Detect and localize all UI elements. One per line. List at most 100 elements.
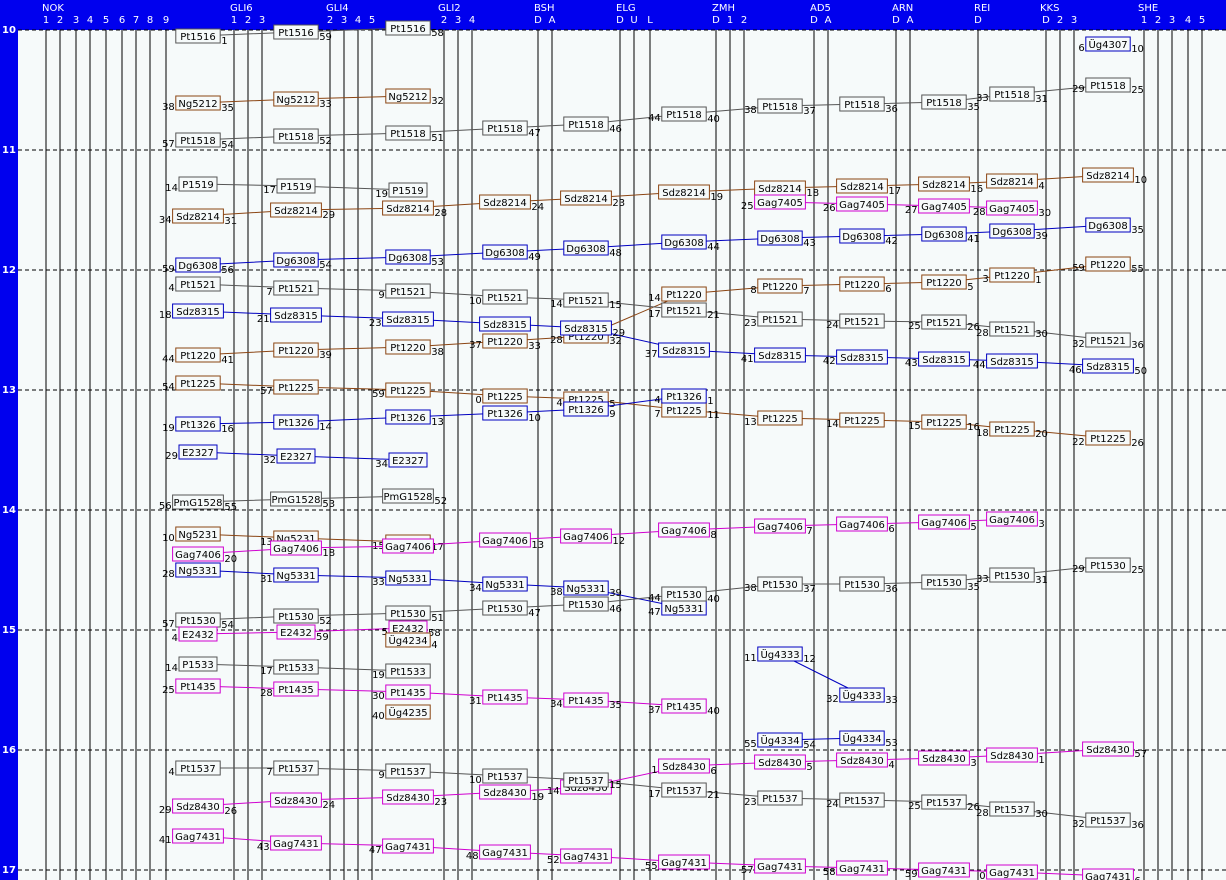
- train-box: [175, 416, 221, 432]
- minute-in: 24: [826, 320, 839, 331]
- track-label: A: [825, 15, 832, 26]
- minute-out: 42: [885, 236, 898, 247]
- train-label: Gag7431: [482, 848, 528, 859]
- train-label: Pt1435: [390, 688, 425, 699]
- minute-out: 21: [707, 790, 720, 801]
- minute-in: 4: [168, 283, 174, 294]
- train-box: [839, 576, 885, 592]
- minute-in: 37: [469, 340, 482, 351]
- train-label: Ng5231: [178, 530, 217, 541]
- train-box: [482, 120, 528, 136]
- train-label: Pt1537: [844, 796, 879, 807]
- train-label: Ng5212: [388, 92, 427, 103]
- minute-out: 59: [319, 32, 332, 43]
- station-name: GLI6: [230, 3, 253, 14]
- track-label: 2: [57, 15, 63, 26]
- train-label: Üg4334: [760, 734, 799, 747]
- train-label: Sdz8214: [662, 188, 705, 199]
- train-label: Gag7431: [563, 852, 609, 863]
- track-label: 2: [741, 15, 747, 26]
- train-label: Sdz8315: [758, 351, 801, 362]
- train-label: Üg4235: [388, 706, 427, 719]
- track-label: 2: [1057, 15, 1063, 26]
- train-label: E2327: [392, 456, 424, 467]
- track-label: 5: [103, 15, 109, 26]
- minute-out: 59: [316, 632, 329, 643]
- train-label: Gag7431: [989, 868, 1035, 879]
- track-label: 2: [441, 15, 447, 26]
- minute-in: 14: [165, 183, 178, 194]
- train-label: Dg6308: [276, 256, 316, 267]
- train-label: Dg6308: [1088, 221, 1128, 232]
- train-label: Sdz8315: [662, 346, 705, 357]
- train-label: Sdz8315: [483, 320, 526, 331]
- train-box: [1085, 217, 1131, 233]
- train-label: Sdz8214: [758, 184, 801, 195]
- train-box: [482, 689, 528, 705]
- train-label: Pt1435: [180, 682, 215, 693]
- train-box: [986, 200, 1038, 216]
- minute-in: 25: [741, 201, 754, 212]
- train-box: [273, 280, 319, 296]
- train-label: Pt1521: [180, 280, 215, 291]
- minute-in: 59: [162, 264, 175, 275]
- train-box: [757, 278, 803, 294]
- train-box: [273, 91, 319, 107]
- minute-out: 53: [885, 738, 898, 749]
- minute-out: 46: [609, 124, 622, 135]
- minute-in: 28: [162, 569, 175, 580]
- train-label: Pt1435: [568, 696, 603, 707]
- train-label: Pt1537: [994, 805, 1029, 816]
- minute-out: 4: [1038, 181, 1044, 192]
- train-label: P1519: [280, 182, 311, 193]
- train-label: Pt1518: [1090, 81, 1125, 92]
- minute-in: 14: [165, 663, 178, 674]
- train-box: [986, 511, 1038, 527]
- minute-in: 28: [973, 207, 986, 218]
- train-label: Pt1225: [390, 386, 425, 397]
- train-box: [178, 656, 218, 672]
- minute-out: 33: [528, 341, 541, 352]
- minute-out: 30: [1038, 208, 1051, 219]
- train-label: Üg4334: [842, 732, 881, 745]
- minute-out: 3: [1038, 519, 1044, 530]
- train-box: [661, 302, 707, 318]
- train-label: Gag7406: [563, 532, 609, 543]
- train-box: [989, 223, 1035, 239]
- train-box: [658, 522, 710, 538]
- minute-in: 34: [159, 215, 172, 226]
- minute-in: 57: [162, 619, 175, 630]
- train-label: Sdz8315: [1086, 362, 1129, 373]
- train-box: [270, 491, 322, 507]
- train-box: [385, 763, 431, 779]
- train-box: [836, 349, 888, 365]
- minute-out: 29: [322, 210, 335, 221]
- track-label: 5: [1199, 15, 1205, 26]
- minute-out: 31: [1035, 94, 1048, 105]
- train-label: P1519: [392, 186, 423, 197]
- train-label: Pt1220: [666, 290, 701, 301]
- train-box: [918, 176, 970, 192]
- train-box: [385, 339, 431, 355]
- train-label: Pt1220: [1090, 260, 1125, 271]
- train-box: [175, 562, 221, 578]
- train-box: [563, 596, 609, 612]
- track-label: 4: [1185, 15, 1191, 26]
- train-box: [839, 412, 885, 428]
- train-label: Dg6308: [388, 253, 428, 264]
- train-box: [658, 342, 710, 358]
- train-box: [839, 687, 885, 703]
- track-label: D: [892, 15, 900, 26]
- train-box: [273, 24, 319, 40]
- train-label: Gag7406: [175, 550, 221, 561]
- train-label: Pt1225: [994, 425, 1029, 436]
- train-label: Sdz8430: [758, 758, 801, 769]
- minute-out: 19: [531, 792, 544, 803]
- train-label: Pt1521: [568, 296, 603, 307]
- minute-in: 47: [369, 845, 382, 856]
- minute-out: 6: [888, 524, 894, 535]
- track-label: 3: [455, 15, 461, 26]
- train-label: Ng5331: [566, 584, 605, 595]
- minute-out: 17: [431, 542, 444, 553]
- train-label: Sdz8214: [483, 198, 526, 209]
